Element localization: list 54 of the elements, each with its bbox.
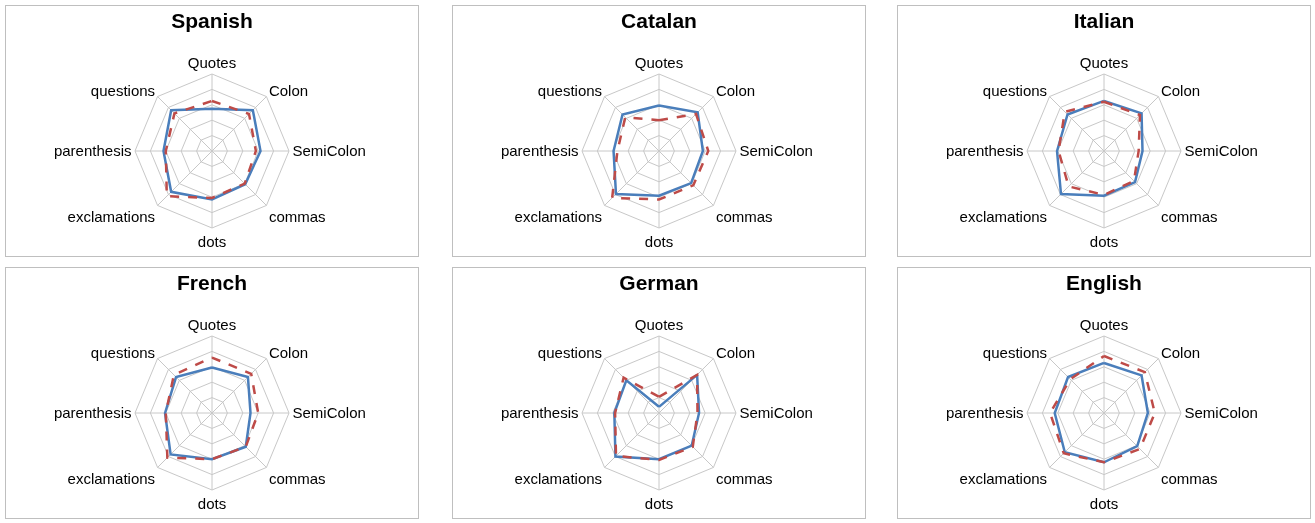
spoke-label: SemiColon bbox=[739, 404, 813, 422]
spoke-label: commas bbox=[1160, 470, 1218, 488]
spoke-label: dots bbox=[1089, 232, 1119, 250]
spoke-label: parenthesis bbox=[53, 142, 132, 160]
spoke-label: parenthesis bbox=[500, 142, 579, 160]
spoke-label: dots bbox=[644, 494, 674, 512]
spoke-label: SemiColon bbox=[1184, 404, 1258, 422]
spoke-label: Quotes bbox=[634, 53, 684, 71]
chart-title: German bbox=[619, 271, 699, 295]
chart-title: Catalan bbox=[621, 9, 697, 33]
spoke-label: exclamations bbox=[67, 208, 156, 226]
spoke-label: commas bbox=[268, 208, 326, 226]
chart-title: Italian bbox=[1073, 9, 1135, 33]
spoke-label: exclamations bbox=[514, 208, 603, 226]
spoke-label: questions bbox=[90, 343, 156, 361]
spoke-label: commas bbox=[715, 470, 773, 488]
chart-title: Spanish bbox=[171, 9, 253, 33]
spoke-label: Quotes bbox=[187, 315, 237, 333]
spoke-label: exclamations bbox=[959, 208, 1048, 226]
spoke-label: exclamations bbox=[514, 470, 603, 488]
spoke-label: parenthesis bbox=[53, 404, 132, 422]
spoke-label: Quotes bbox=[1079, 53, 1129, 71]
spoke-label: exclamations bbox=[67, 470, 156, 488]
spoke-label: Colon bbox=[715, 343, 756, 361]
spoke-label: SemiColon bbox=[292, 404, 366, 422]
spoke-label: questions bbox=[90, 81, 156, 99]
spoke-label: SemiColon bbox=[1184, 142, 1258, 160]
spoke-label: questions bbox=[537, 81, 603, 99]
spoke-label: questions bbox=[537, 343, 603, 361]
chart-title: English bbox=[1066, 271, 1142, 295]
spoke-label: Colon bbox=[715, 81, 756, 99]
spoke-label: parenthesis bbox=[945, 142, 1024, 160]
spoke-label: commas bbox=[715, 208, 773, 226]
spoke-label: Colon bbox=[1160, 343, 1201, 361]
spoke-label: Quotes bbox=[1079, 315, 1129, 333]
spoke-label: Colon bbox=[268, 81, 309, 99]
spoke-label: dots bbox=[197, 232, 227, 250]
spoke-label: dots bbox=[197, 494, 227, 512]
spoke-label: parenthesis bbox=[945, 404, 1024, 422]
spoke-label: Quotes bbox=[187, 53, 237, 71]
spoke-label: parenthesis bbox=[500, 404, 579, 422]
spoke-label: SemiColon bbox=[739, 142, 813, 160]
spoke-label: questions bbox=[982, 81, 1048, 99]
chart-title: French bbox=[176, 271, 248, 295]
spoke-label: Quotes bbox=[634, 315, 684, 333]
spoke-label: Colon bbox=[268, 343, 309, 361]
spoke-label: commas bbox=[268, 470, 326, 488]
spoke-label: SemiColon bbox=[292, 142, 366, 160]
spoke-label: commas bbox=[1160, 208, 1218, 226]
spoke-label: dots bbox=[1089, 494, 1119, 512]
spoke-label: questions bbox=[982, 343, 1048, 361]
spoke-label: exclamations bbox=[959, 470, 1048, 488]
spoke-label: dots bbox=[644, 232, 674, 250]
spoke-label: Colon bbox=[1160, 81, 1201, 99]
